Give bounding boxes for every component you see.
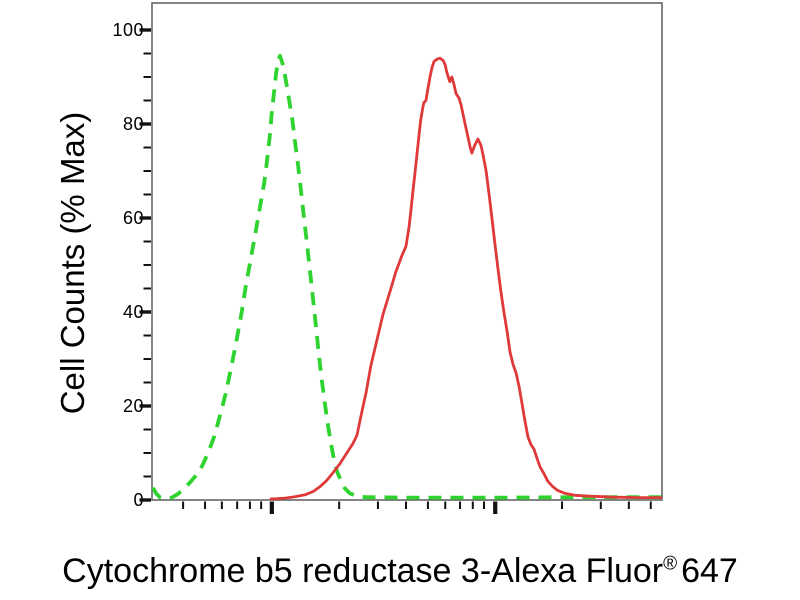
y-tick-label-100: 100 <box>112 20 144 40</box>
x-axis-title: Cytochrome b5 reductase 3-Alexa Fluor® 64… <box>0 552 800 591</box>
registered-trademark-symbol: ® <box>663 553 678 575</box>
green-dashed-histogram <box>151 53 662 501</box>
y-axis-title: Cell Counts (% Max) <box>54 111 91 415</box>
histogram-plot <box>139 2 663 514</box>
red-solid-histogram <box>269 56 662 501</box>
y-tick-label-60: 60 <box>122 208 144 228</box>
x-axis-title-main: Cytochrome b5 reductase 3-Alexa Fluor <box>62 552 664 590</box>
y-tick-label-40: 40 <box>122 302 144 322</box>
y-tick-label-80: 80 <box>122 114 144 134</box>
y-tick-label-0: 0 <box>133 490 144 510</box>
x-axis-title-suffix: 647 <box>681 552 738 590</box>
plot-frame <box>151 2 663 501</box>
y-tick-label-20: 20 <box>122 396 144 416</box>
